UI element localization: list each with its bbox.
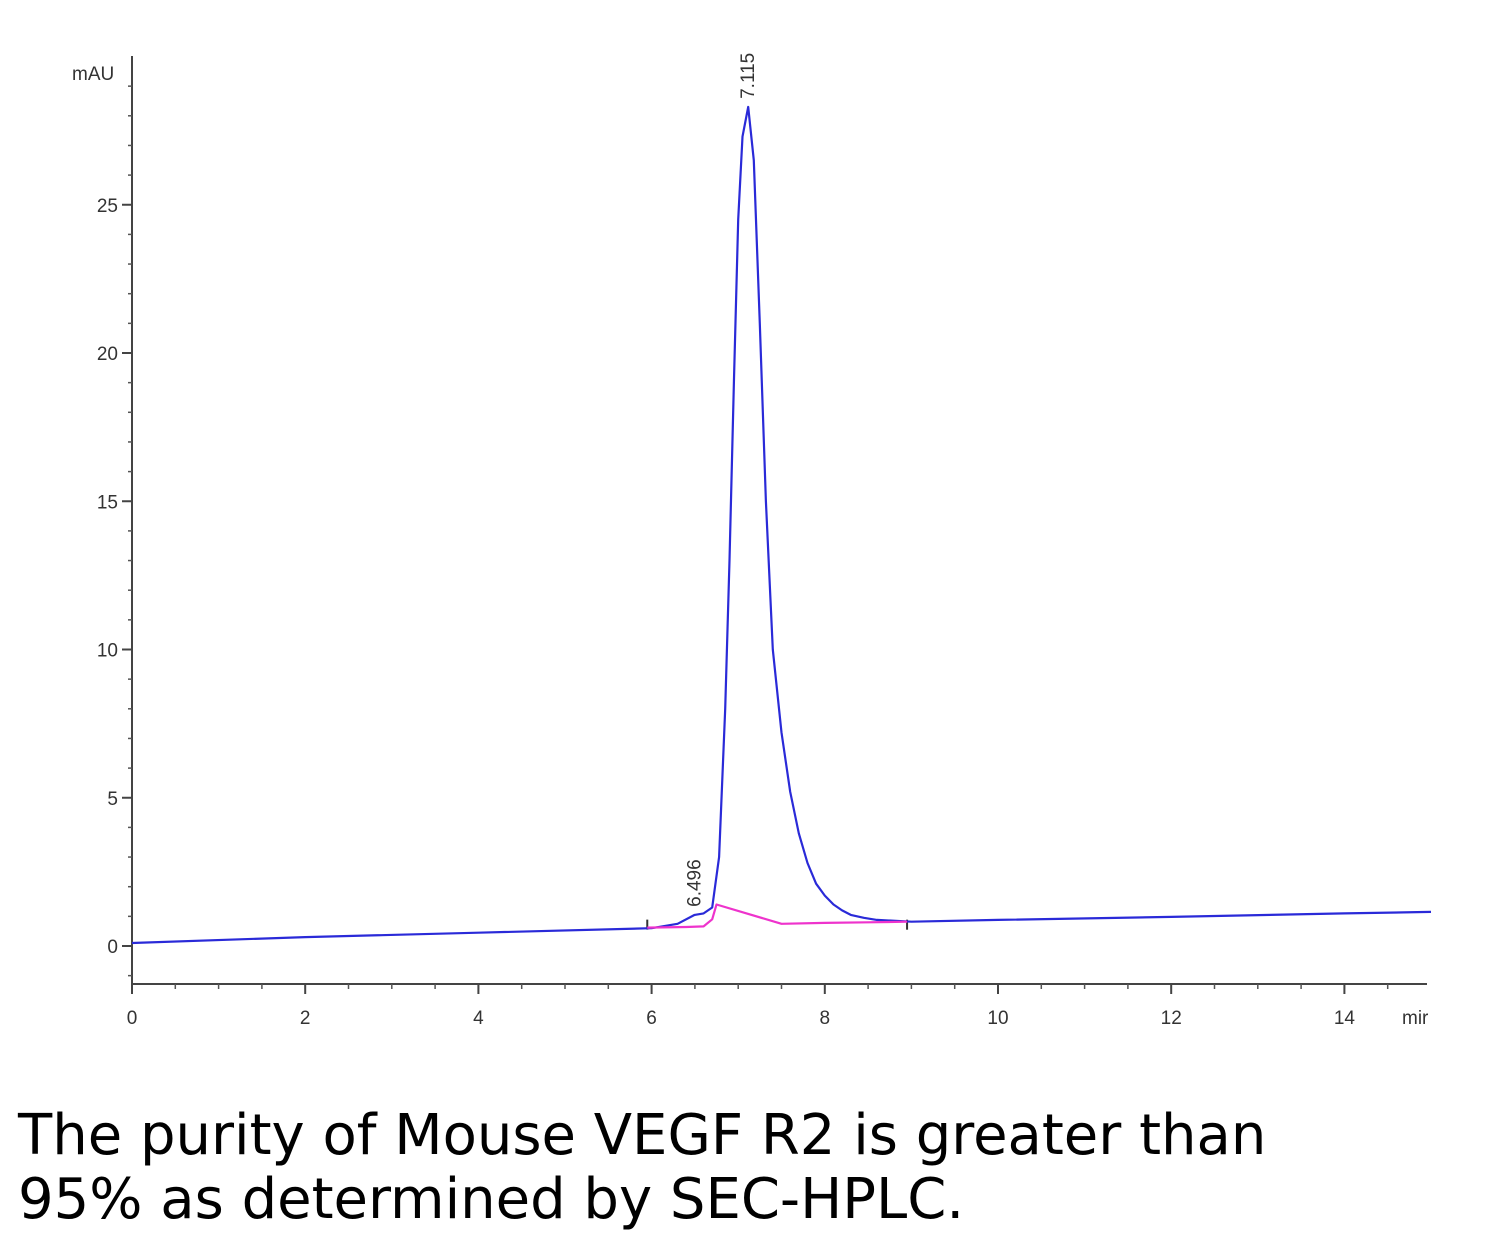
peak-label-2: 7.115: [738, 53, 759, 99]
x-tick-label: 14: [1334, 1008, 1356, 1029]
chart-labels: 0 5 10 15 20 25 0 2 4 6 8 10 12 14 mAU mir 6.496 7.115: [72, 53, 1429, 1029]
y-tick-label: 25: [97, 196, 118, 217]
y-tick-label: 20: [97, 344, 118, 365]
chart-traces: [131, 105, 1432, 945]
x-tick-label: 8: [820, 1008, 831, 1029]
y-tick-label: 15: [97, 492, 118, 513]
y-tick-label: 5: [107, 789, 118, 810]
chart-axes: [131, 56, 1427, 988]
x-tick-label: 10: [987, 1008, 1008, 1029]
x-tick-label: 0: [127, 1008, 138, 1029]
chart-ticks: [122, 85, 1389, 994]
x-tick-label: 2: [300, 1008, 311, 1029]
x-tick-label: 6: [646, 1008, 657, 1029]
caption-line-2: 95% as determined by SEC-HPLC.: [18, 1167, 965, 1232]
peak-label-1: 6.496: [685, 859, 706, 907]
series-line-1: [131, 105, 1432, 945]
y-tick-label: 10: [97, 641, 118, 662]
series-line-2: [647, 903, 908, 929]
caption-line-1: The purity of Mouse VEGF R2 is greater t…: [18, 1103, 1267, 1168]
y-tick-label: 0: [107, 937, 118, 958]
x-tick-label: 4: [473, 1008, 484, 1029]
chromatogram-chart: 0 5 10 15 20 25 0 2 4 6 8 10 12 14 mAU mir 6.496 7.115: [72, 53, 1432, 1029]
y-unit-label: mAU: [72, 64, 114, 85]
figure-caption: The purity of Mouse VEGF R2 is greater t…: [18, 1104, 1478, 1232]
x-unit-label: mir: [1402, 1008, 1429, 1029]
x-tick-label: 12: [1161, 1008, 1182, 1029]
